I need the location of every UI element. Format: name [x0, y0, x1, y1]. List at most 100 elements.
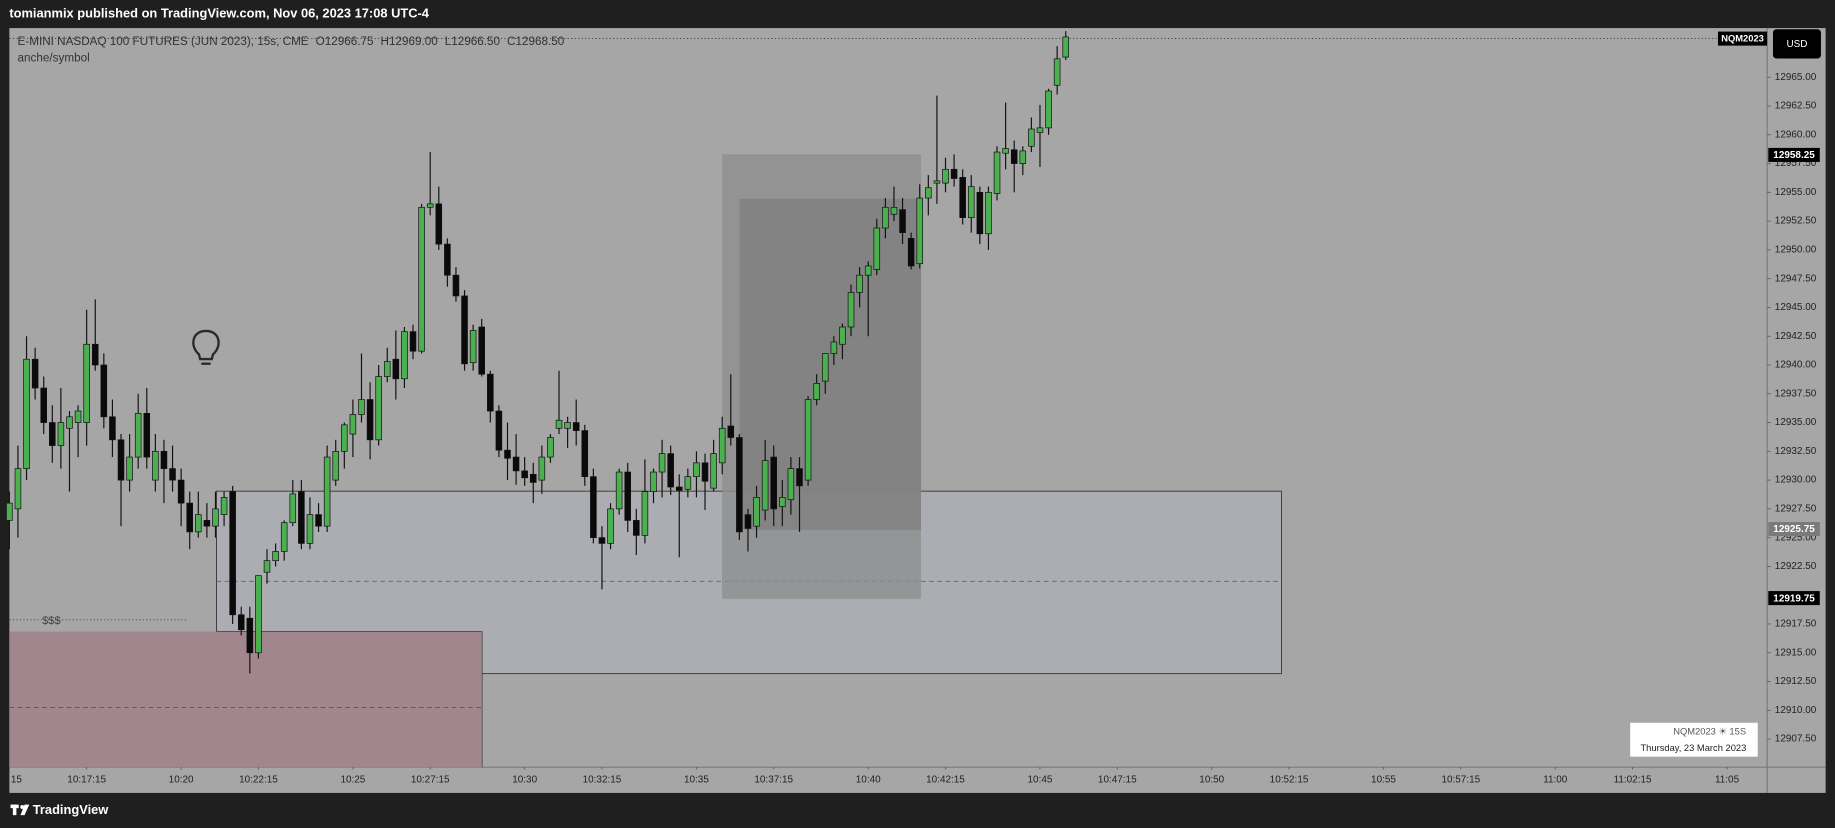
candle-body: [564, 422, 571, 429]
x-tick-label: 10:25: [340, 775, 365, 786]
candle-body: [1002, 148, 1009, 154]
plot-marks: [6, 31, 1070, 674]
candle-body: [6, 502, 13, 521]
currency-label[interactable]: USD: [1786, 39, 1807, 50]
candle-body: [1036, 127, 1044, 133]
liquidity-label: $$$: [42, 615, 61, 627]
candle-body: [100, 364, 108, 418]
candle-body: [109, 416, 116, 441]
candle-body: [547, 437, 554, 458]
y-tick-label: 12942.50: [1775, 331, 1817, 342]
candle-body: [856, 274, 863, 293]
candle-body: [925, 187, 932, 199]
candle-body: [195, 514, 202, 533]
y-tick-label: 12922.50: [1775, 561, 1817, 572]
candle-body: [641, 491, 649, 536]
candle-body: [555, 419, 563, 429]
candle-body: [693, 462, 700, 478]
candle-body: [143, 412, 151, 458]
candle-body: [31, 358, 39, 389]
candle-body: [426, 203, 434, 208]
y-tick-label: 12950.00: [1775, 245, 1817, 256]
legend-value: H12969.00: [381, 35, 439, 48]
candle-body: [890, 206, 898, 215]
candle-body: [40, 387, 47, 423]
candle-body: [993, 151, 1001, 194]
x-tick-label: 11:05: [1715, 775, 1740, 786]
candle-body: [409, 331, 417, 352]
candle-body: [675, 486, 683, 491]
symbol-title: E-MINI NASDAQ 100 FUTURES (JUN 2023), 15…: [18, 35, 309, 48]
publisher-line: tomianmix published on TradingView.com, …: [9, 5, 429, 20]
candle-body: [418, 206, 425, 352]
candle-body: [444, 243, 451, 276]
legend-value: L12966.50: [445, 35, 501, 48]
candle-body: [66, 416, 73, 429]
x-tick-label: 10:37:15: [754, 775, 793, 786]
candle-body: [203, 520, 211, 527]
symbol-tag-bg: [1717, 31, 1768, 46]
candle-body: [435, 203, 443, 245]
y-tick-label: 12947.50: [1775, 273, 1817, 284]
candle-body: [332, 450, 339, 481]
candle-body: [306, 514, 314, 544]
y-tick-label: 12932.50: [1775, 446, 1817, 457]
candle-body: [744, 514, 752, 529]
lightbulb-icon: [192, 329, 220, 365]
price-tag-label: 12958.25: [1773, 150, 1815, 161]
y-tick-label: 12917.50: [1775, 619, 1817, 630]
candle-body: [864, 265, 872, 276]
candle-body: [487, 373, 494, 412]
candle-body: [91, 343, 99, 366]
candle-body: [821, 353, 829, 382]
candle-body: [538, 456, 546, 481]
candle-body: [710, 453, 717, 489]
candle-body: [761, 460, 769, 511]
candle-body: [1028, 128, 1035, 147]
x-tick-label: 10:17:15: [67, 775, 106, 786]
candle-body: [942, 168, 949, 184]
candle-body: [787, 468, 795, 501]
currency-button[interactable]: [1772, 29, 1821, 59]
candle-body: [220, 497, 228, 515]
x-tick-label: 11:02:15: [1614, 775, 1652, 786]
x-tick-label: 10:55: [1371, 775, 1396, 786]
x-tick-label: 10:42:15: [926, 775, 965, 786]
candle-body: [126, 456, 133, 481]
y-tick-label: 12930.00: [1775, 475, 1817, 486]
candle-body: [461, 295, 468, 365]
info-date: Thursday, 23 March 2023: [1640, 743, 1746, 753]
candle-body: [907, 238, 915, 267]
candle-body: [289, 493, 297, 524]
x-tick-label: 10:52:15: [1270, 775, 1309, 786]
candle-body: [117, 439, 125, 481]
candle-body: [873, 227, 881, 270]
y-tick-label: 12957.50: [1775, 158, 1817, 169]
x-tick-label: 11:00: [1543, 775, 1568, 786]
legend-value: O12966.75: [316, 35, 374, 48]
candle-body: [572, 422, 580, 431]
candle-body: [615, 471, 623, 510]
candle-body: [452, 274, 460, 297]
x-tick-label: 10:47:15: [1098, 775, 1137, 786]
candle-body: [323, 456, 331, 527]
y-tick-label: 12962.50: [1775, 101, 1817, 112]
candle-body: [229, 491, 236, 616]
candle-body: [985, 191, 992, 235]
candle-body: [633, 520, 640, 536]
candle-body: [718, 427, 726, 464]
candle-body: [177, 479, 185, 504]
candle-body: [375, 376, 382, 441]
y-tick-label: 12952.50: [1775, 216, 1817, 227]
info-box: [1630, 722, 1758, 757]
indicator-label: anche/symbol: [18, 52, 90, 65]
inner-gray-zone: [739, 198, 922, 530]
candle-body: [796, 468, 803, 487]
candle-body: [959, 177, 966, 219]
candle-body: [830, 341, 838, 354]
candle-body: [280, 522, 288, 552]
candle-body: [512, 456, 520, 472]
x-tick-label: 10:22:15: [239, 775, 278, 786]
x-tick-label: 10:35: [684, 775, 709, 786]
y-tick-label: 12910.00: [1775, 705, 1817, 716]
